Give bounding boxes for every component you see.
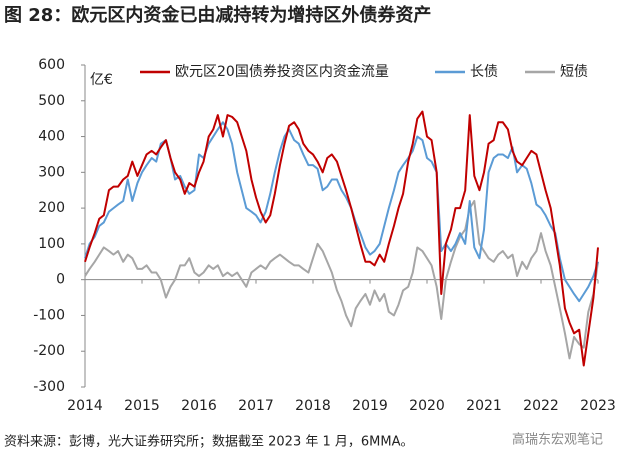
y-tick-label: 600 <box>38 57 65 73</box>
y-tick-label: 400 <box>38 129 65 145</box>
y-tick-label: 500 <box>38 93 65 109</box>
x-tick-label: 2020 <box>409 398 445 414</box>
x-tick-label: 2023 <box>580 398 616 414</box>
y-axis-label: 亿€ <box>90 72 113 88</box>
series-line <box>84 121 599 303</box>
y-tick-label: -100 <box>33 307 65 323</box>
y-tick-label: 100 <box>38 236 65 252</box>
watermark: 高瑞东宏观笔记 <box>512 432 603 448</box>
x-tick-label: 2014 <box>67 398 103 414</box>
chart-title: 图 28：欧元区内资金已由减持转为增持区外债券资产 <box>4 4 431 26</box>
legend-label: 长债 <box>470 64 498 80</box>
x-tick-label: 2017 <box>238 398 274 414</box>
legend-label: 短债 <box>560 64 588 80</box>
series-line <box>84 199 599 360</box>
y-tick-label: 200 <box>38 200 65 216</box>
legend-label: 欧元区20国债券投资区内资金流量 <box>175 64 389 80</box>
x-tick-label: 2016 <box>181 398 217 414</box>
x-tick-label: 2022 <box>523 398 559 414</box>
series-line <box>84 110 599 367</box>
source-note: 资料来源：彭博，光大证券研究所；数据截至 2023 年 1 月，6MMA。 <box>4 434 413 450</box>
y-tick-label: -200 <box>33 343 65 359</box>
x-tick-label: 2021 <box>466 398 502 414</box>
y-tick-label: 300 <box>38 164 65 180</box>
x-tick-label: 2018 <box>295 398 331 414</box>
x-tick-label: 2019 <box>352 398 388 414</box>
y-tick-label: -300 <box>33 379 65 395</box>
y-tick-label: 0 <box>56 272 65 288</box>
x-tick-label: 2015 <box>124 398 160 414</box>
